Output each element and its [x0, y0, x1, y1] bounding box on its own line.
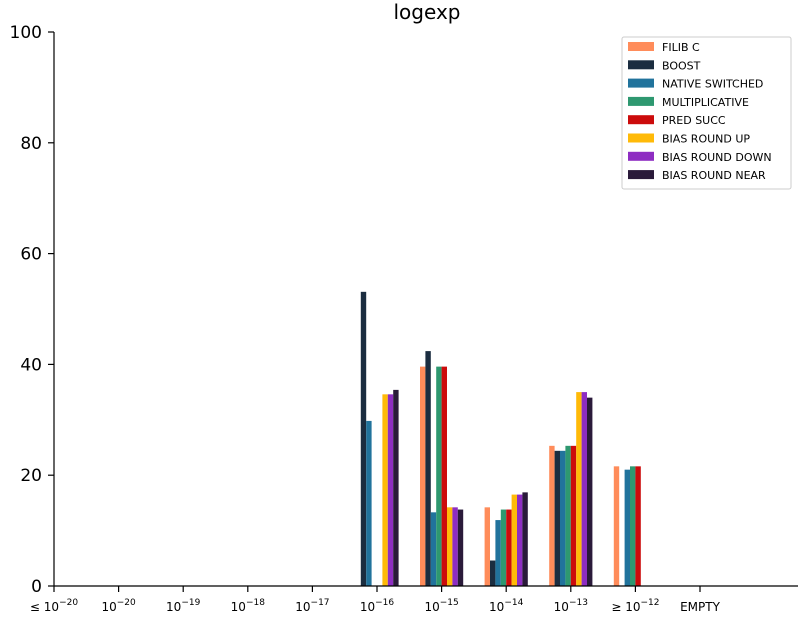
bar-filib-c-6 [420, 366, 426, 586]
legend-label: FILIB C [662, 41, 700, 54]
y-ticks: 0 20 40 60 80 100 [10, 23, 54, 597]
legend-label: BOOST [662, 59, 701, 72]
legend-swatch [628, 96, 654, 106]
y-tick-label: 0 [31, 577, 42, 597]
bar-native-switched-9 [624, 469, 630, 586]
bar-boost-8 [554, 450, 560, 586]
y-tick-label: 40 [20, 355, 42, 375]
bar-bias-round-up-7 [511, 494, 517, 586]
y-tick-label: 20 [20, 466, 42, 486]
legend-label: BIAS ROUND NEAR [662, 169, 766, 182]
x-tick-label: 10−14 [489, 598, 524, 614]
y-tick-label: 60 [20, 245, 42, 265]
legend-swatch [628, 60, 654, 70]
legend-label: NATIVE SWITCHED [662, 78, 763, 91]
bar-bias-round-near-6 [457, 509, 464, 586]
bar-multiplicative-7 [500, 509, 507, 586]
bar-multiplicative-9 [630, 466, 636, 586]
bar-native-switched-6 [430, 512, 437, 586]
bar-bias-round-near-5 [393, 389, 399, 586]
bars-layer [360, 291, 641, 586]
bar-bias-round-near-7 [522, 492, 528, 586]
bar-bias-round-down-6 [452, 507, 458, 586]
x-tick-label: 10−15 [424, 598, 458, 614]
bar-boost-7 [490, 560, 496, 586]
bar-multiplicative-6 [436, 366, 442, 586]
y-tick-label: 100 [10, 23, 42, 43]
x-tick-label: ≥ 10−12 [611, 598, 659, 614]
bar-pred-succ-8 [570, 445, 577, 586]
y-tick-label: 80 [20, 134, 42, 154]
legend-label: BIAS ROUND DOWN [662, 151, 772, 164]
bar-multiplicative-8 [565, 445, 571, 586]
bar-pred-succ-6 [441, 366, 447, 586]
x-tick-label: EMPTY [680, 600, 721, 614]
legend-swatch [628, 78, 654, 88]
bar-pred-succ-9 [635, 466, 641, 586]
legend-label: PRED SUCC [662, 114, 726, 127]
legend: FILIB C BOOST NATIVE SWITCHED MULTIPLICATIV… [621, 36, 792, 190]
bar-filib-c-8 [549, 445, 555, 586]
x-tick-label: 10−17 [295, 598, 329, 614]
x-ticks: ≤ 10−20 10−20 10−19 10−18 10−17 10−16 10−15 10−… [30, 586, 721, 614]
bar-bias-round-down-5 [387, 394, 394, 586]
bar-bias-round-down-7 [517, 494, 523, 586]
bar-bias-round-down-8 [581, 392, 587, 586]
x-tick-label: 10−20 [101, 598, 136, 614]
bar-boost-5 [360, 291, 367, 586]
x-tick-label: 10−18 [231, 598, 266, 614]
x-tick-label: 10−16 [360, 598, 395, 614]
legend-frame [621, 36, 792, 190]
bar-native-switched-5 [366, 420, 372, 586]
x-tick-label: ≤ 10−20 [30, 598, 78, 614]
x-tick-label: 10−19 [166, 598, 201, 614]
legend-swatch [628, 170, 654, 180]
bar-bias-round-up-5 [382, 394, 388, 586]
bar-native-switched-8 [560, 450, 566, 586]
bar-native-switched-7 [495, 520, 501, 586]
bar-bias-round-near-8 [587, 397, 593, 586]
legend-swatch [628, 42, 654, 51]
bar-bias-round-up-8 [576, 392, 582, 586]
chart-title: logexp [394, 0, 461, 24]
legend-swatch [628, 115, 654, 125]
legend-swatch [628, 151, 654, 161]
axes [53, 32, 798, 587]
bar-bias-round-up-6 [447, 507, 453, 586]
legend-swatch [628, 133, 654, 143]
legend-label: BIAS ROUND UP [662, 133, 750, 146]
legend-label: MULTIPLICATIVE [662, 96, 749, 109]
bar-boost-6 [425, 351, 431, 586]
bar-filib-c-9 [613, 466, 620, 586]
x-tick-label: 10−13 [554, 598, 588, 614]
bar-filib-c-7 [484, 507, 490, 586]
bar-pred-succ-7 [506, 509, 512, 586]
